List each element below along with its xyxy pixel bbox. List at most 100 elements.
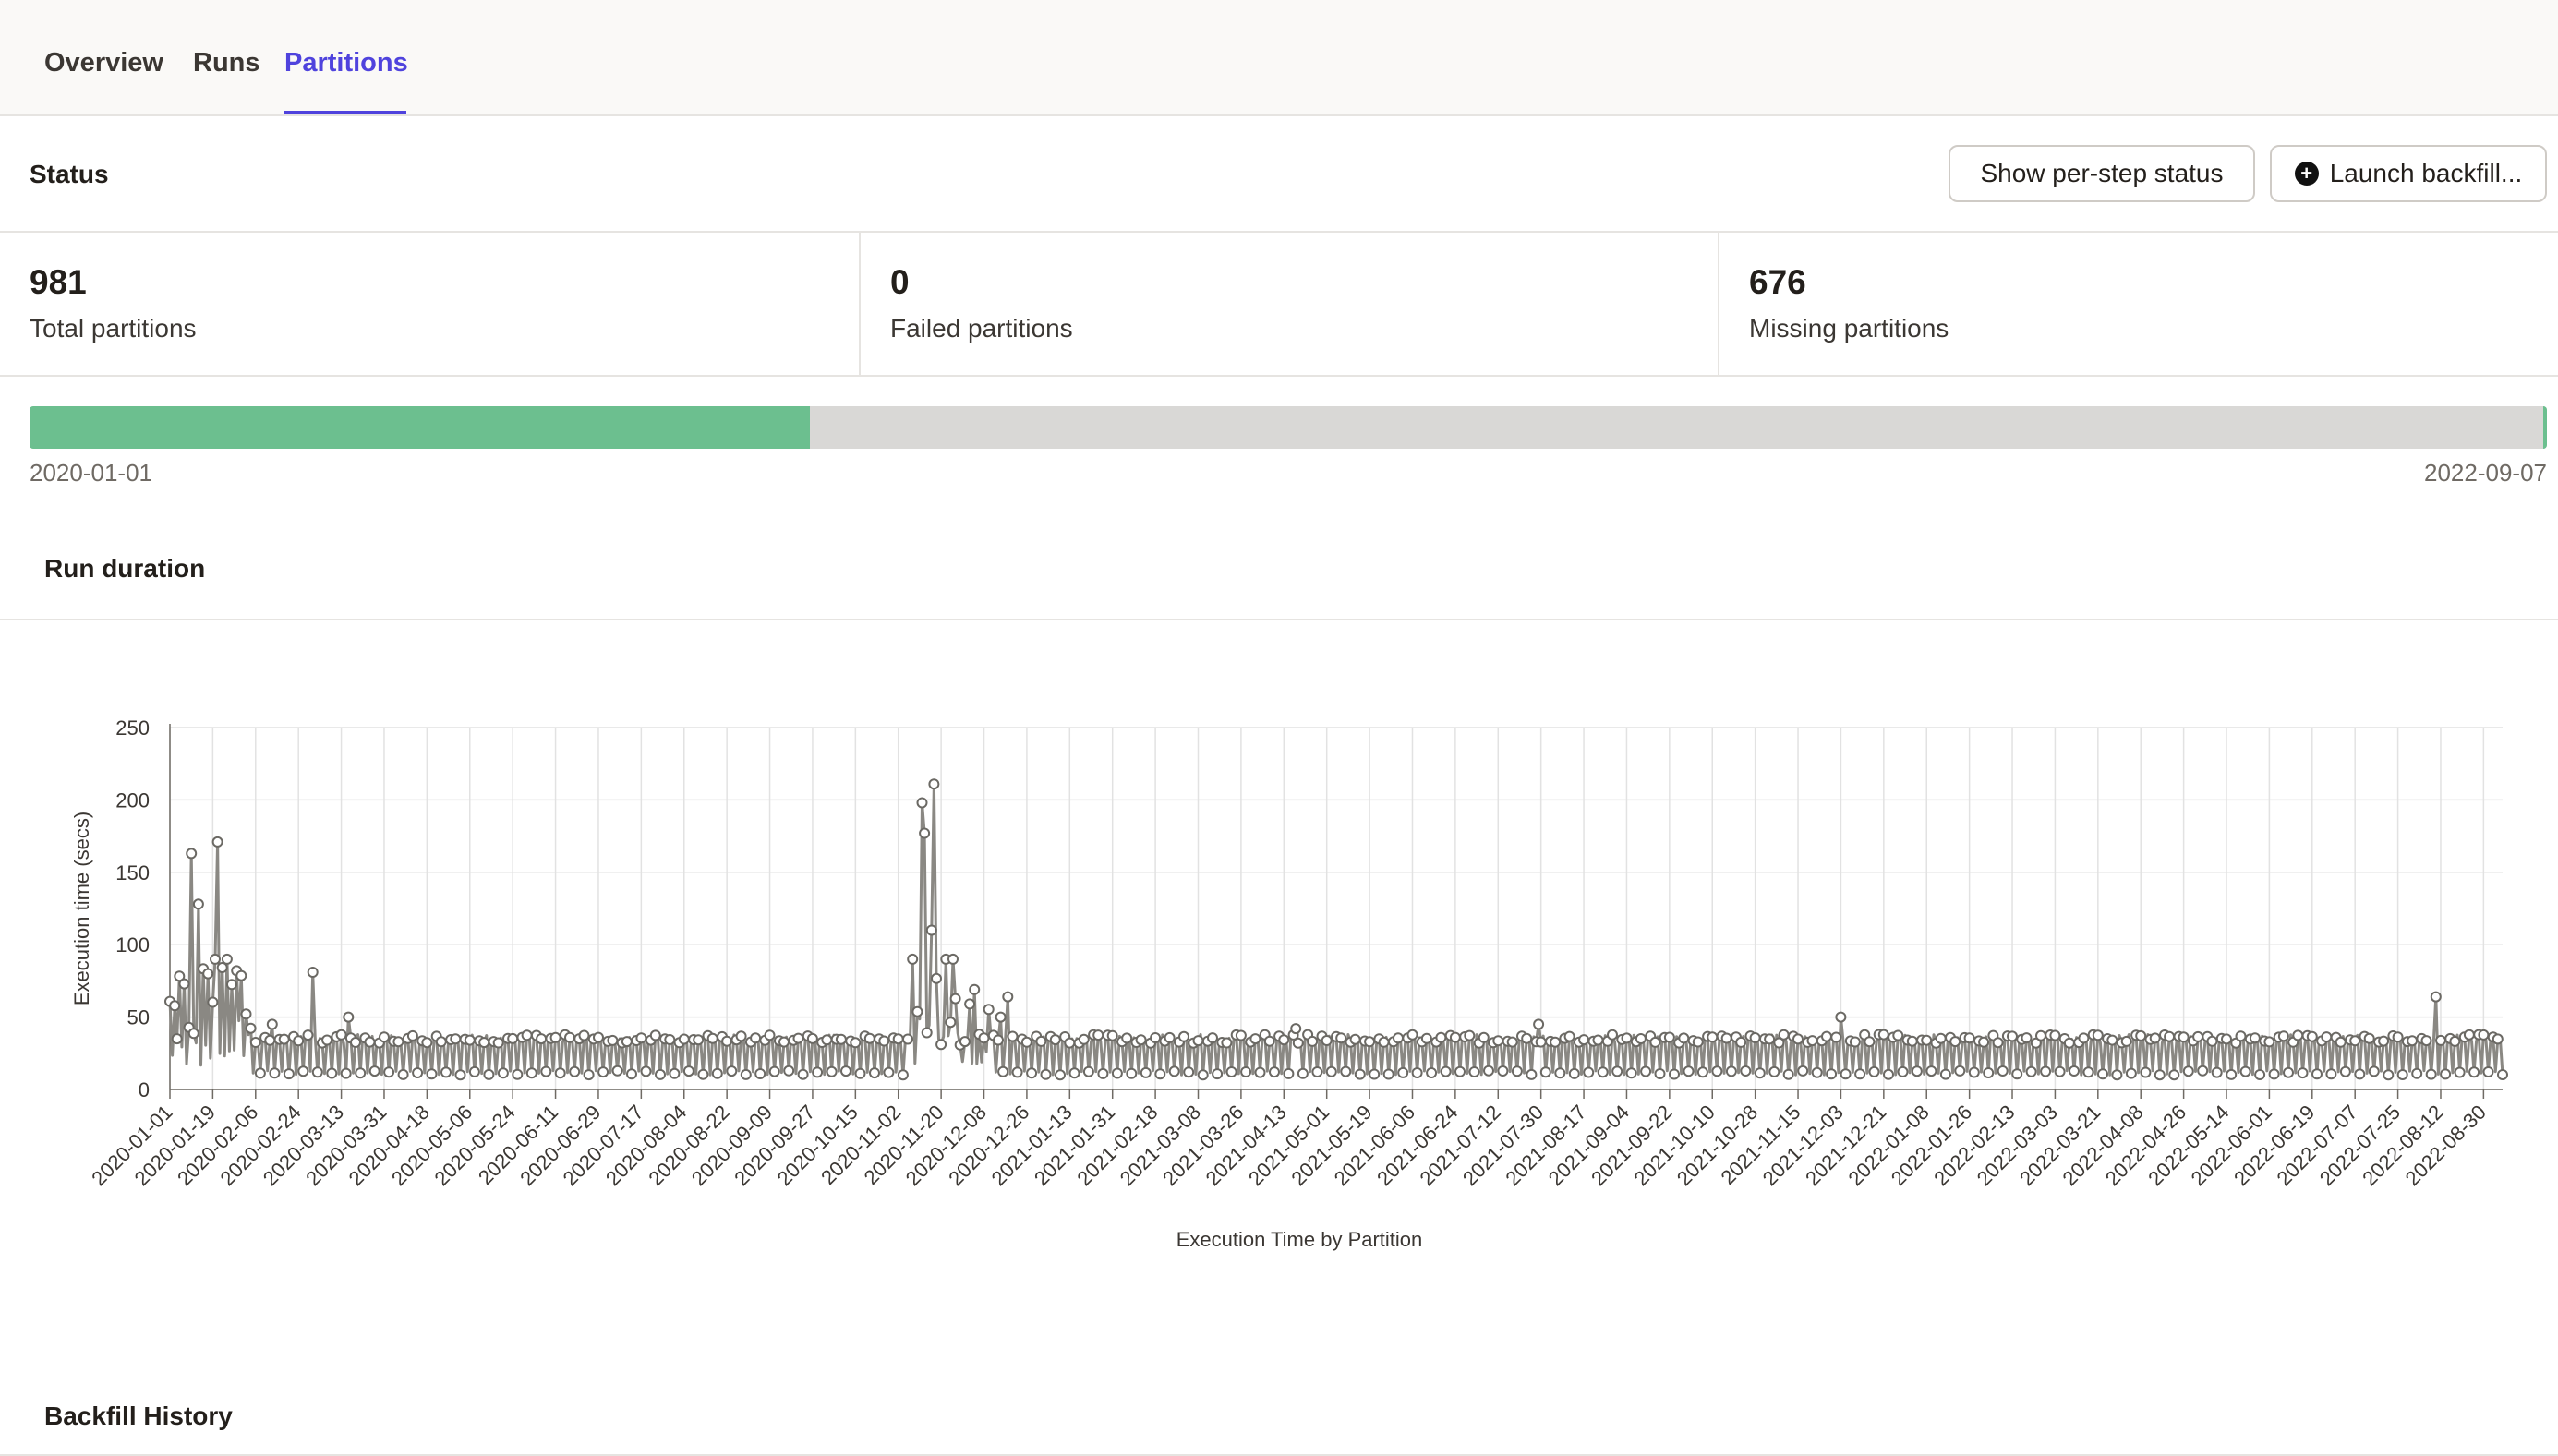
data-point <box>740 1068 752 1080</box>
data-point <box>1240 1066 1252 1077</box>
data-point <box>174 970 186 982</box>
data-point <box>1949 1036 1961 1048</box>
data-point <box>483 1068 495 1080</box>
data-point <box>1849 1036 1861 1048</box>
data-point <box>1435 1031 1447 1043</box>
data-point <box>993 1034 1004 1046</box>
data-point <box>911 1005 923 1017</box>
data-point <box>2478 1029 2490 1041</box>
data-point <box>335 1029 347 1041</box>
data-point <box>1340 1065 1352 1077</box>
data-point <box>2363 1032 2375 1044</box>
backfill-history-title: Backfill History <box>44 1402 233 1430</box>
data-point <box>302 1029 314 1041</box>
data-point <box>1792 1033 1804 1045</box>
data-point <box>1321 1035 1333 1046</box>
partition-stats: 981 Total partitions 0 Failed partitions… <box>0 233 2558 377</box>
data-point <box>1492 1035 1504 1047</box>
missing-partitions-value: 676 <box>1749 263 1806 301</box>
data-point <box>340 1067 352 1079</box>
data-point <box>2396 1069 2408 1080</box>
data-point <box>1411 1067 1423 1078</box>
show-per-step-status-button[interactable]: Show per-step status <box>1949 145 2255 202</box>
data-point <box>368 1065 380 1077</box>
data-point <box>1290 1023 1302 1035</box>
data-point <box>1683 1065 1695 1077</box>
tab-partitions[interactable]: Partitions <box>284 48 408 78</box>
data-point <box>1254 1066 1266 1078</box>
data-point <box>2206 1035 2218 1047</box>
data-point <box>2277 1030 2289 1042</box>
data-point <box>1830 1031 1842 1043</box>
data-point <box>1406 1029 1418 1041</box>
data-point <box>1939 1068 1951 1080</box>
data-point <box>964 998 976 1010</box>
y-tick-label: 250 <box>115 716 150 740</box>
data-point <box>169 1000 181 1012</box>
data-point <box>2025 1065 2037 1077</box>
data-point <box>321 1034 333 1046</box>
data-point <box>693 1034 705 1046</box>
data-point <box>2164 1030 2176 1042</box>
data-point <box>897 1069 909 1081</box>
data-point <box>221 953 233 965</box>
data-point <box>626 1068 637 1080</box>
data-point <box>1806 1035 1818 1047</box>
data-point <box>2411 1067 2423 1079</box>
data-point <box>1935 1032 1947 1044</box>
data-point <box>2482 1066 2494 1077</box>
data-point <box>1164 1031 1176 1043</box>
data-point <box>1297 1067 1309 1079</box>
data-point <box>1621 1032 1633 1044</box>
data-point <box>2154 1069 2166 1081</box>
launch-backfill-button[interactable]: + Launch backfill... <box>2270 145 2547 202</box>
partition-status-bar[interactable] <box>30 406 2547 449</box>
data-point <box>826 1065 838 1077</box>
data-point <box>1221 1037 1233 1049</box>
tab-runs[interactable]: Runs <box>193 48 260 78</box>
data-point <box>978 1032 990 1044</box>
data-point <box>2368 1065 2380 1077</box>
data-point <box>1468 1066 1480 1077</box>
data-point <box>536 1033 548 1045</box>
data-point <box>931 972 942 984</box>
data-point <box>192 898 204 910</box>
data-point <box>1897 1065 1909 1077</box>
data-point <box>1168 1065 1180 1077</box>
y-tick-label: 150 <box>115 861 150 884</box>
data-point <box>1111 1067 1123 1079</box>
data-point <box>1249 1033 1261 1045</box>
data-point <box>754 1068 766 1079</box>
data-point <box>2226 1068 2238 1080</box>
data-point <box>1040 1068 1052 1080</box>
data-point <box>640 1065 652 1077</box>
data-point <box>583 1069 595 1081</box>
data-point <box>1597 1066 1609 1078</box>
data-point <box>492 1037 504 1049</box>
status-title: Status <box>30 160 109 188</box>
data-point <box>1782 1068 1794 1080</box>
data-point <box>682 1065 694 1077</box>
data-point <box>969 983 981 995</box>
data-point <box>840 1065 851 1077</box>
data-point <box>892 1033 904 1045</box>
data-point <box>697 1068 709 1080</box>
data-point <box>1921 1034 1933 1046</box>
data-point <box>1583 1066 1595 1078</box>
data-point <box>1420 1032 1432 1044</box>
data-point <box>1020 1036 1032 1048</box>
data-point <box>1963 1032 1975 1044</box>
data-point <box>440 1066 452 1078</box>
data-point <box>1082 1065 1094 1077</box>
data-point <box>1854 1068 1866 1080</box>
data-point <box>2078 1032 2090 1044</box>
data-point <box>2440 1068 2452 1080</box>
tab-overview[interactable]: Overview <box>44 48 163 78</box>
data-point <box>1749 1032 1761 1043</box>
data-point <box>2378 1035 2390 1047</box>
stat-failed: 0 Failed partitions <box>859 233 1719 375</box>
data-point <box>1506 1036 1518 1048</box>
launch-backfill-label: Launch backfill... <box>2329 159 2523 187</box>
data-point <box>1740 1065 1752 1077</box>
data-point <box>1539 1066 1551 1078</box>
